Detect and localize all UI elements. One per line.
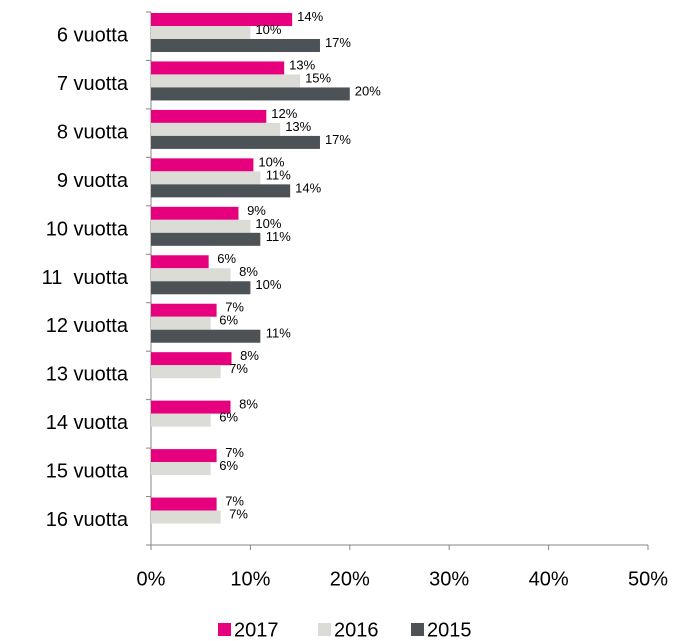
value-label: 7% xyxy=(229,506,248,521)
value-label: 11% xyxy=(266,167,291,182)
bar xyxy=(151,232,261,246)
value-label: 14% xyxy=(297,9,323,24)
value-label: 6% xyxy=(219,313,238,328)
bar xyxy=(151,510,221,524)
bar xyxy=(151,449,217,463)
legend-label: 2016 xyxy=(334,619,379,641)
category-label: 10 vuotta xyxy=(46,218,129,240)
value-label: 10% xyxy=(255,277,281,292)
bar xyxy=(151,462,211,476)
bar xyxy=(151,219,251,233)
bar xyxy=(151,352,232,366)
value-label: 20% xyxy=(355,83,381,98)
value-label: 10% xyxy=(255,22,281,37)
legend-swatch xyxy=(411,623,424,636)
x-tick-label: 20% xyxy=(330,568,370,590)
bar xyxy=(151,281,251,295)
bar xyxy=(151,497,217,511)
value-label: 7% xyxy=(229,361,248,376)
value-label: 7% xyxy=(225,445,244,460)
bar xyxy=(151,316,211,330)
legend-swatch xyxy=(218,623,231,636)
bar xyxy=(151,365,221,379)
value-label: 10% xyxy=(258,154,284,169)
category-label: 11 vuotta xyxy=(42,267,129,289)
value-label: 6% xyxy=(219,410,238,425)
legend-label: 2017 xyxy=(234,619,279,641)
category-label: 6 vuotta xyxy=(57,25,129,47)
bar xyxy=(151,171,261,185)
bar xyxy=(151,39,320,52)
bar xyxy=(151,413,211,427)
value-label: 7% xyxy=(225,300,244,315)
x-tick-label: 50% xyxy=(628,568,668,590)
value-label: 17% xyxy=(325,35,351,50)
bar xyxy=(151,303,217,317)
bar xyxy=(151,329,261,343)
bar xyxy=(151,13,293,26)
value-label: 8% xyxy=(240,348,259,363)
value-label: 6% xyxy=(219,458,238,473)
bar xyxy=(151,255,209,269)
value-label: 9% xyxy=(247,203,266,218)
value-label: 17% xyxy=(325,132,351,147)
category-label: 14 vuotta xyxy=(46,412,129,434)
value-label: 10% xyxy=(255,216,281,231)
category-label: 15 vuotta xyxy=(46,461,129,483)
value-label: 13% xyxy=(285,119,311,134)
value-label: 8% xyxy=(239,397,258,412)
bar xyxy=(151,400,231,414)
value-label: 14% xyxy=(295,180,321,195)
bar xyxy=(151,184,291,198)
x-tick-label: 10% xyxy=(230,568,270,590)
category-label: 7 vuotta xyxy=(57,73,129,95)
category-label: 9 vuotta xyxy=(57,170,129,192)
value-label: 13% xyxy=(289,57,315,72)
legend-swatch xyxy=(318,623,331,636)
value-label: 6% xyxy=(217,251,236,266)
category-label: 13 vuotta xyxy=(46,364,129,386)
x-tick-label: 30% xyxy=(429,568,469,590)
bar xyxy=(151,109,267,123)
value-label: 11% xyxy=(266,229,291,244)
value-label: 8% xyxy=(239,264,258,279)
bar xyxy=(151,158,254,172)
bar xyxy=(151,135,320,149)
bar xyxy=(151,26,251,39)
bar xyxy=(151,268,231,282)
value-label: 7% xyxy=(225,493,244,508)
legend-label: 2015 xyxy=(427,619,472,641)
category-label: 16 vuotta xyxy=(46,509,129,531)
value-label: 12% xyxy=(271,106,297,121)
bar xyxy=(151,61,285,75)
bar xyxy=(151,87,350,101)
value-label: 15% xyxy=(305,70,331,85)
x-tick-label: 0% xyxy=(137,568,166,590)
bar xyxy=(151,74,301,88)
value-label: 11% xyxy=(266,326,291,341)
bar xyxy=(151,122,281,136)
bar xyxy=(151,206,239,220)
category-label: 8 vuotta xyxy=(57,121,129,143)
category-label: 12 vuotta xyxy=(46,315,129,337)
x-tick-label: 40% xyxy=(529,568,569,590)
